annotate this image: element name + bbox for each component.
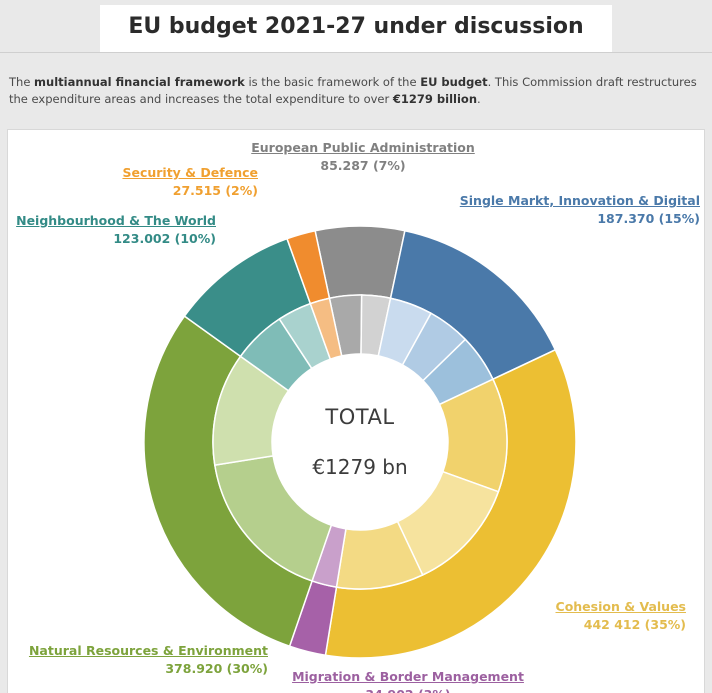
chart-outer-segment[interactable] [314, 225, 406, 299]
segment-name-link[interactable]: Natural Resources & Environment [28, 642, 268, 658]
page-header: EU budget 2021-27 under discussion [0, 0, 712, 54]
segment-label-european-public-administration: European Public Administration 85.287 (7… [251, 139, 475, 175]
page-title: EU budget 2021-27 under discussion [100, 5, 612, 53]
segment-label-migration-border: Migration & Border Management 34.902 (3%… [292, 668, 524, 693]
donut-chart-svg [143, 225, 577, 659]
segment-value: 34.902 (3%) [292, 686, 524, 693]
intro-text: The multiannual financial framework is t… [0, 65, 712, 118]
intro-bold-text: EU budget [420, 74, 488, 89]
total-label: TOTAL [325, 404, 395, 429]
segment-name-link[interactable]: Cohesion & Values [555, 598, 686, 614]
segment-name-link[interactable]: Migration & Border Management [292, 668, 524, 684]
segment-label-natural-resources: Natural Resources & Environment 378.920 … [29, 642, 268, 678]
chart-inner-segment[interactable] [309, 297, 343, 361]
segment-value: 27.515 (2%) [172, 183, 258, 199]
intro-plain-text: is the basic framework of the [244, 74, 421, 89]
segment-name-link[interactable]: Neighbourhood & The World [16, 212, 216, 228]
total-amount: €1279 bn [312, 454, 408, 479]
segment-label-neighbourhood-world: Neighbourhood & The World 123.002 (10%) [16, 212, 216, 248]
segment-value: 442 412 (35%) [583, 617, 686, 633]
segment-value: 123.002 (10%) [113, 231, 216, 247]
chart-center-label: TOTAL €1279 bn [312, 405, 407, 479]
intro-plain-text: . [477, 92, 481, 107]
segment-label-security-defence: Security & Defence 27.515 (2%) [122, 164, 258, 200]
intro-plain-text: The [9, 74, 35, 89]
chart-container: TOTAL €1279 bn European Public Administr… [7, 128, 705, 693]
segment-label-single-market: Single Markt, Innovation & Digital 187.3… [460, 192, 700, 228]
segment-label-cohesion-values: Cohesion & Values 442 412 (35%) [556, 598, 686, 634]
segment-name-link[interactable]: Security & Defence [122, 164, 258, 180]
segment-value: 378.920 (30%) [165, 661, 268, 677]
segment-name-link[interactable]: European Public Administration [251, 139, 475, 155]
segment-name-link[interactable]: Single Markt, Innovation & Digital [459, 192, 700, 208]
intro-bold-text: €1279 billion [392, 92, 478, 107]
intro-bold-text: multiannual financial framework [34, 74, 245, 89]
intro-plain-text: . This Commission draft restructures the… [9, 74, 697, 107]
segment-value: 187.370 (15%) [597, 211, 700, 227]
segment-value: 85.287 (7%) [320, 158, 406, 174]
